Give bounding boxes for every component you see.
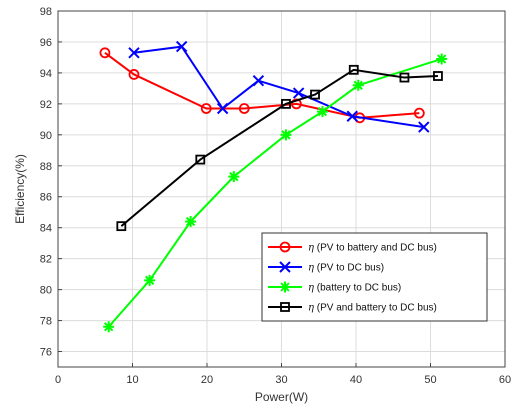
legend-marker bbox=[279, 281, 291, 293]
legend-label-symbol: η bbox=[308, 263, 314, 274]
data-point-marker bbox=[418, 121, 430, 133]
data-point-marker bbox=[316, 106, 328, 118]
x-tick-label: 40 bbox=[350, 374, 362, 386]
x-axis-title: Power(W) bbox=[255, 390, 308, 404]
data-point-marker bbox=[290, 98, 302, 110]
x-tick-label: 10 bbox=[126, 374, 138, 386]
series-line bbox=[107, 58, 442, 328]
data-point-marker bbox=[185, 216, 197, 228]
data-point-marker bbox=[238, 103, 250, 114]
data-point-marker bbox=[128, 69, 140, 80]
series-2 bbox=[128, 40, 430, 133]
legend-item: η (PV to DC bus) bbox=[268, 261, 384, 274]
axis-ticks bbox=[57, 10, 506, 367]
y-tick-label: 84 bbox=[40, 223, 52, 235]
legend: η (PV to battery and DC bus)η (PV to DC … bbox=[261, 232, 488, 322]
legend-label: η (PV to DC bus) bbox=[308, 263, 384, 274]
data-point-marker bbox=[216, 102, 229, 115]
legend-label-text: (PV and battery to DC bus) bbox=[314, 303, 437, 314]
data-point-marker bbox=[436, 53, 448, 65]
legend-marker bbox=[279, 261, 291, 273]
data-point-marker bbox=[292, 87, 305, 99]
data-point-marker bbox=[128, 47, 140, 59]
y-tick-label: 92 bbox=[40, 99, 52, 111]
data-point-marker bbox=[433, 71, 443, 81]
data-point-marker bbox=[195, 154, 206, 165]
x-tick-label: 50 bbox=[424, 374, 436, 386]
y-tick-label: 98 bbox=[40, 6, 52, 18]
data-point-marker bbox=[200, 103, 212, 114]
legend-items: η (PV to battery and DC bus)η (PV to DC … bbox=[268, 241, 437, 314]
data-point-marker bbox=[310, 89, 320, 100]
data-point-marker bbox=[228, 171, 240, 183]
data-series bbox=[99, 40, 448, 333]
data-point-marker bbox=[281, 98, 291, 109]
data-point-marker bbox=[103, 321, 115, 333]
y-tick-label: 86 bbox=[40, 192, 52, 204]
data-point-marker bbox=[99, 47, 111, 59]
legend-label-text: (PV to DC bus) bbox=[314, 263, 384, 274]
series-line bbox=[120, 68, 438, 227]
data-point-marker bbox=[346, 110, 358, 122]
y-tick-label: 80 bbox=[40, 285, 52, 297]
x-tick-label: 60 bbox=[499, 374, 511, 386]
legend-label-symbol: η bbox=[308, 303, 314, 314]
data-point-marker bbox=[413, 107, 425, 119]
legend-marker bbox=[279, 241, 291, 253]
legend-label: η (PV to battery and DC bus) bbox=[308, 243, 437, 254]
legend-label: η (PV and battery to DC bus) bbox=[308, 303, 437, 314]
data-point-marker bbox=[280, 129, 292, 141]
legend-marker bbox=[280, 302, 290, 312]
series-line bbox=[133, 45, 424, 129]
series-3 bbox=[103, 53, 448, 333]
legend-label-symbol: η bbox=[308, 243, 314, 254]
y-tick-label: 78 bbox=[40, 316, 52, 328]
x-tick-label: 20 bbox=[201, 374, 213, 386]
y-tick-label: 94 bbox=[40, 68, 52, 80]
y-tick-label: 96 bbox=[40, 37, 52, 49]
data-point-marker bbox=[399, 72, 410, 83]
y-tick-label: 90 bbox=[40, 130, 52, 142]
legend-label-text: (battery to DC bus) bbox=[314, 283, 401, 294]
x-tick-labels: 0 10 20 30 40 50 60 bbox=[55, 374, 511, 386]
x-tick-label: 0 bbox=[55, 374, 61, 386]
x-tick-label: 30 bbox=[275, 374, 287, 386]
y-tick-labels: 76 78 80 82 84 86 88 90 92 94 96 98 bbox=[40, 6, 52, 359]
y-axis-title: Efficiency(%) bbox=[13, 154, 27, 224]
legend-label-text: (PV to battery and DC bus) bbox=[314, 243, 437, 254]
legend-item: η (PV and battery to DC bus) bbox=[268, 302, 437, 314]
data-point-marker bbox=[144, 274, 156, 286]
legend-label-symbol: η bbox=[308, 283, 314, 294]
data-point-marker bbox=[252, 74, 265, 87]
y-tick-label: 76 bbox=[40, 347, 52, 359]
y-tick-label: 82 bbox=[40, 254, 52, 266]
legend-item: η (PV to battery and DC bus) bbox=[268, 241, 437, 254]
data-point-marker bbox=[352, 79, 364, 91]
data-point-marker bbox=[348, 64, 359, 75]
legend-label: η (battery to DC bus) bbox=[308, 283, 401, 294]
series-4 bbox=[116, 64, 443, 232]
legend-item: η (battery to DC bus) bbox=[268, 281, 401, 294]
data-point-marker bbox=[116, 221, 127, 232]
data-point-marker bbox=[175, 40, 188, 53]
y-tick-label: 88 bbox=[40, 161, 52, 173]
